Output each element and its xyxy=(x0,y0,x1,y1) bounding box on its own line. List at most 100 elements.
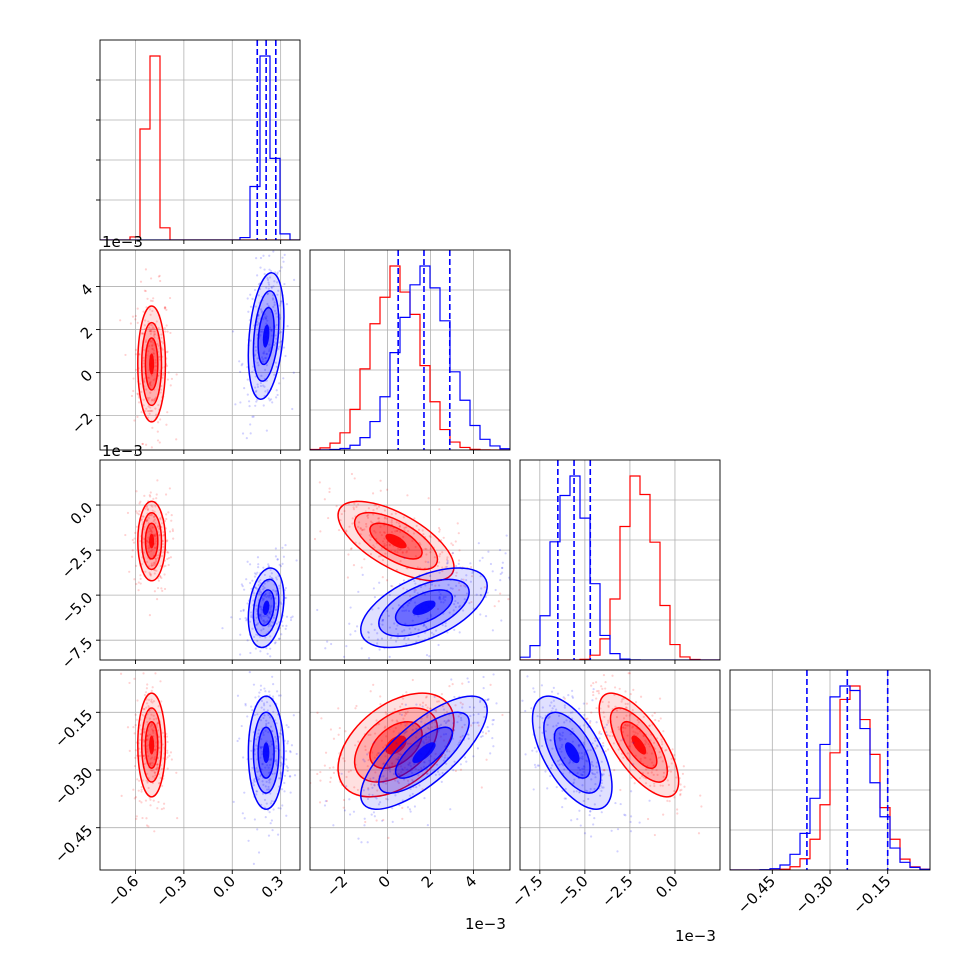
scatter-point xyxy=(644,768,648,771)
scatter-point xyxy=(151,526,154,529)
scatter-point xyxy=(275,312,278,315)
scatter-point xyxy=(262,358,265,361)
scatter-point xyxy=(147,550,150,553)
scatter-point xyxy=(153,569,157,572)
scatter-point xyxy=(136,512,139,515)
scatter-point xyxy=(143,324,146,327)
scatter-point xyxy=(438,561,441,564)
scatter-point xyxy=(260,699,264,703)
scatter-point xyxy=(491,570,494,573)
scatter-point xyxy=(262,352,266,355)
scatter-point xyxy=(142,332,145,335)
scatter-point xyxy=(525,662,527,664)
scatter-point xyxy=(413,601,417,604)
scatter-point xyxy=(405,609,408,612)
scatter-point xyxy=(255,389,258,392)
scatter-point xyxy=(386,488,389,491)
scatter-point xyxy=(399,765,403,768)
scatter-point xyxy=(535,750,538,753)
density-layer xyxy=(119,671,298,865)
scatter-point xyxy=(401,817,404,820)
scatter-point xyxy=(569,760,572,764)
scatter-point xyxy=(667,783,671,786)
scatter-point xyxy=(592,693,595,697)
scatter-point xyxy=(339,519,342,522)
scatter-point xyxy=(385,797,388,800)
scatter-point xyxy=(585,759,588,762)
scatter-point xyxy=(403,766,406,769)
scatter-point xyxy=(350,472,354,476)
scatter-point xyxy=(403,732,406,735)
scatter-point xyxy=(148,717,151,720)
scatter-point xyxy=(239,609,243,613)
scatter-point xyxy=(148,547,151,550)
scatter-point xyxy=(316,772,319,776)
scatter-point xyxy=(286,325,289,328)
scatter-point xyxy=(433,762,436,766)
scatter-point xyxy=(371,521,374,524)
scatter-point xyxy=(156,763,159,766)
scatter-point xyxy=(135,490,138,493)
x-tick-label: 0 xyxy=(375,872,394,891)
scatter-point xyxy=(151,686,154,689)
scatter-point xyxy=(605,731,608,734)
scatter-point xyxy=(591,699,594,702)
scatter-point xyxy=(134,749,137,752)
scatter-point xyxy=(152,718,156,721)
scatter-point xyxy=(252,784,256,787)
scatter-point xyxy=(323,764,326,767)
scatter-point xyxy=(290,744,294,747)
scatter-point xyxy=(548,715,551,718)
scatter-point xyxy=(397,773,400,776)
scatter-point xyxy=(279,694,282,697)
scatter-point xyxy=(582,799,585,803)
scatter-point xyxy=(254,345,257,349)
scatter-point xyxy=(467,737,470,740)
scatter-point xyxy=(648,724,651,727)
scatter-point xyxy=(278,637,281,641)
scatter-point xyxy=(160,767,164,771)
scatter-point xyxy=(563,721,566,724)
scatter-point xyxy=(155,559,158,562)
scatter-point xyxy=(603,726,606,729)
scatter-point xyxy=(480,735,483,738)
scatter-point xyxy=(683,785,686,788)
scatter-point xyxy=(151,326,154,329)
scatter-point xyxy=(586,749,589,752)
scatter-point xyxy=(280,300,283,303)
scatter-point xyxy=(373,815,376,818)
scatter-point xyxy=(617,748,620,751)
scatter-point xyxy=(427,561,430,564)
scatter-point xyxy=(146,683,149,686)
scatter-point xyxy=(149,764,152,767)
x-tick-label: −5.0 xyxy=(553,872,591,910)
scatter-point xyxy=(277,806,280,810)
scatter-point xyxy=(550,701,553,704)
scatter-point xyxy=(370,623,373,626)
scatter-point xyxy=(452,728,456,732)
scatter-point xyxy=(151,309,154,313)
scatter-point xyxy=(266,619,269,622)
scatter-point xyxy=(152,714,155,717)
scatter-point xyxy=(155,767,159,770)
scatter-point xyxy=(361,573,364,576)
scatter-point xyxy=(491,723,494,726)
scatter-point xyxy=(365,522,368,526)
scatter-point xyxy=(465,574,468,577)
scatter-point xyxy=(501,713,504,717)
scatter-point xyxy=(549,739,552,742)
scatter-point xyxy=(478,559,481,562)
scatter-point xyxy=(150,374,154,377)
scatter-point xyxy=(270,757,273,760)
scatter-point xyxy=(491,629,494,632)
scatter-point xyxy=(628,714,631,717)
scatter-point xyxy=(567,693,570,697)
scatter-point xyxy=(151,426,154,429)
scatter-point xyxy=(700,805,703,808)
scatter-point xyxy=(401,550,404,554)
scatter-point xyxy=(250,611,253,614)
scatter-point xyxy=(252,599,255,602)
scatter-point xyxy=(402,579,406,582)
scatter-point xyxy=(167,511,170,514)
scatter-point xyxy=(429,535,432,539)
